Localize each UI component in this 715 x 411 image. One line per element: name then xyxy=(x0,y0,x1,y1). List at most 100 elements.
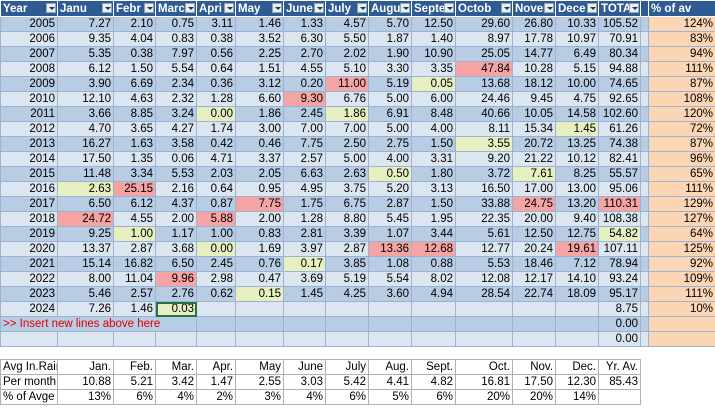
rain-cell: 26.80 xyxy=(512,16,556,32)
rain-cell: 8.02 xyxy=(411,271,456,287)
percent-cell xyxy=(648,316,715,332)
rain-cell: 7.75 xyxy=(283,136,326,152)
rain-cell: 9.45 xyxy=(512,91,556,107)
row-label: Per month xyxy=(0,374,58,390)
rain-cell: 1.45 xyxy=(283,286,326,302)
percent-cell: 65% xyxy=(648,166,715,182)
year-cell: 2013 xyxy=(0,136,58,152)
rain-cell: 0.50 xyxy=(368,166,412,182)
filter-dropdown[interactable] xyxy=(224,3,234,13)
filter-dropdown[interactable] xyxy=(272,3,282,13)
year-cell: 2021 xyxy=(0,256,58,272)
empty-cell xyxy=(455,331,513,347)
empty-cell xyxy=(411,301,456,317)
year-cell: 2010 xyxy=(0,91,58,107)
filter-dropdown[interactable] xyxy=(629,3,639,13)
year-cell: 2020 xyxy=(0,241,58,257)
filter-dropdown[interactable] xyxy=(501,3,511,13)
total-cell: 61.26 xyxy=(598,121,641,137)
total-cell: 55.57 xyxy=(598,166,641,182)
column-header: July xyxy=(325,0,369,17)
rain-cell: 0.56 xyxy=(196,46,236,62)
rain-cell: 1.51 xyxy=(235,61,284,77)
filter-dropdown[interactable] xyxy=(444,3,454,13)
summary-header-cell: Oct. xyxy=(455,359,513,375)
filter-dropdown[interactable] xyxy=(314,3,324,13)
rain-cell: 6.60 xyxy=(235,91,284,107)
rain-cell: 2.03 xyxy=(196,166,236,182)
rain-cell: 10.12 xyxy=(555,151,599,167)
rain-cell: 1.00 xyxy=(113,226,156,242)
rain-cell: 24.46 xyxy=(455,91,513,107)
empty-cell xyxy=(0,331,58,347)
filter-dropdown[interactable] xyxy=(357,3,367,13)
rain-cell: 8.48 xyxy=(411,106,456,122)
avg-cell: 5.42 xyxy=(325,374,369,390)
percent-cell: 109% xyxy=(648,271,715,287)
rain-cell: 3.39 xyxy=(325,226,369,242)
empty-cell xyxy=(455,316,513,332)
per-month-row: Per month 10.88 5.21 3.42 1.47 2.55 3.03 5.42 4.… xyxy=(0,374,715,390)
percent-cell: 83% xyxy=(648,31,715,47)
total-cell: 0.00 xyxy=(598,331,641,347)
filter-dropdown[interactable] xyxy=(587,3,597,13)
filter-dropdown[interactable] xyxy=(144,3,154,13)
data-row: 2005 7.27 2.10 0.75 3.11 1.46 1.33 4.57 5.70 12.5… xyxy=(0,16,715,32)
rain-cell: 1.50 xyxy=(113,61,156,77)
filter-dropdown[interactable] xyxy=(544,3,554,13)
rain-cell: 17.00 xyxy=(512,181,556,197)
percent-cell xyxy=(648,331,715,347)
rain-cell: 12.17 xyxy=(512,271,556,287)
percent-cell: 111% xyxy=(648,61,715,77)
avg-cell: 4.82 xyxy=(411,374,456,390)
rain-cell: 10.90 xyxy=(411,46,456,62)
rain-cell: 1.50 xyxy=(411,136,456,152)
filter-dropdown[interactable] xyxy=(185,3,195,13)
rain-cell: 3.65 xyxy=(113,121,156,137)
rain-cell: 5.70 xyxy=(368,16,412,32)
rain-cell: 2.57 xyxy=(283,151,326,167)
rain-cell: 1.28 xyxy=(283,211,326,227)
data-row: 2013 16.27 1.63 3.58 0.42 0.46 7.75 2.50 2.75 1.5… xyxy=(0,136,715,152)
rain-cell: 5.20 xyxy=(368,181,412,197)
summary-header-cell: May xyxy=(235,359,284,375)
rain-cell: 2.05 xyxy=(235,166,284,182)
rain-cell: 1.40 xyxy=(411,31,456,47)
rain-cell: 3.55 xyxy=(455,136,513,152)
total-cell: 70.91 xyxy=(598,31,641,47)
rain-cell: 8.97 xyxy=(455,31,513,47)
blank-cell xyxy=(640,374,715,390)
empty-cell xyxy=(325,301,369,317)
data-row: 2008 6.12 1.50 5.54 0.64 1.51 4.55 5.10 3.30 3.35… xyxy=(0,61,715,77)
rain-cell: 6.49 xyxy=(555,46,599,62)
rain-cell: 16.82 xyxy=(113,256,156,272)
rain-cell: 11.48 xyxy=(57,166,114,182)
filter-dropdown[interactable] xyxy=(400,3,410,13)
rain-cell: 5.50 xyxy=(325,31,369,47)
rain-cell: 3.60 xyxy=(368,286,412,302)
data-row: 2015 11.48 3.34 5.53 2.03 2.05 6.63 2.63 0.50 1.8… xyxy=(0,166,715,182)
data-row: 2016 2.63 25.15 2.16 0.64 0.95 4.95 3.75 5.20 3.1… xyxy=(0,181,715,197)
summary-header: Avg In.Rain Jan. Feb. Mar. Apr. May June July Au… xyxy=(0,359,715,375)
percent-cell: 94% xyxy=(648,46,715,62)
spacer-row xyxy=(0,346,715,360)
rain-cell: 0.42 xyxy=(196,136,236,152)
rain-cell: 6.50 xyxy=(155,256,197,272)
rain-cell: 13.20 xyxy=(555,196,599,212)
rain-cell: 5.45 xyxy=(368,211,412,227)
rain-cell: 10.28 xyxy=(512,61,556,77)
avg-cell: 1.47 xyxy=(196,374,236,390)
rain-cell: 1.33 xyxy=(283,16,326,32)
filter-dropdown[interactable] xyxy=(102,3,112,13)
empty-cell xyxy=(512,316,556,332)
rain-cell: 7.27 xyxy=(57,16,114,32)
total-cell: 95.17 xyxy=(598,286,641,302)
filter-dropdown[interactable] xyxy=(46,3,56,13)
rain-cell: 1.86 xyxy=(325,106,369,122)
blank-cell xyxy=(640,0,649,17)
rain-cell: 3.52 xyxy=(235,31,284,47)
percent-cell: 64% xyxy=(648,226,715,242)
rain-cell: 24.75 xyxy=(512,196,556,212)
rain-cell: 0.03 xyxy=(155,301,197,317)
